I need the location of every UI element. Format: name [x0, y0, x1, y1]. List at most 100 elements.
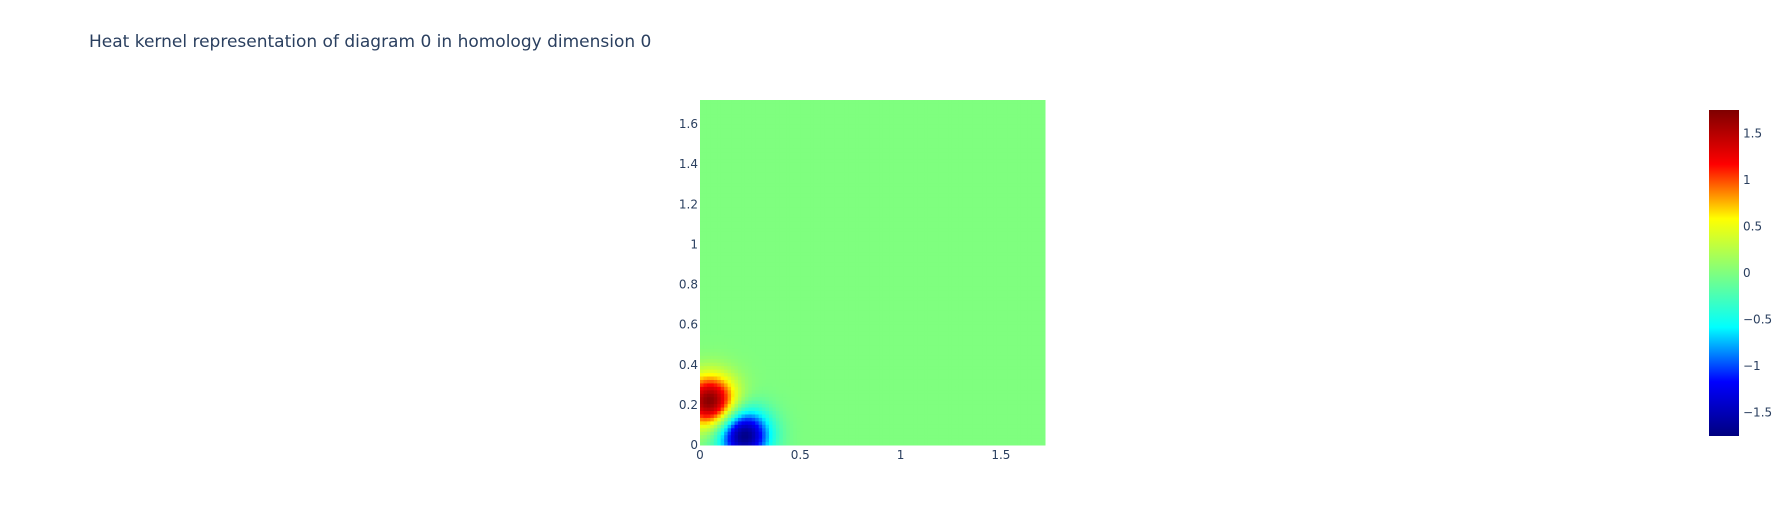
heatmap-cell [969, 341, 974, 346]
heatmap-cell [1000, 393, 1005, 398]
heatmap-cell [1041, 413, 1046, 418]
heatmap-cell [758, 407, 763, 411]
heatmap-cell [831, 434, 836, 439]
heatmap-cell [762, 331, 767, 336]
heatmap-cell [1017, 358, 1022, 363]
heatmap-cell [982, 341, 987, 346]
heatmap-cell [965, 393, 970, 398]
heatmap-cell [962, 365, 967, 370]
heatmap-cell [879, 362, 884, 367]
heatmap-cell [962, 355, 967, 360]
heatmap-cell [938, 317, 942, 322]
heatmap-cell [710, 386, 715, 391]
heatmap-cell [744, 303, 749, 308]
heatmap-cell [910, 369, 915, 374]
heatmap-cell [744, 355, 749, 360]
heatmap-cell [806, 410, 811, 415]
heatmap-cell [831, 293, 836, 298]
heatmap-cell [769, 386, 773, 391]
heatmap-cell [817, 372, 822, 377]
heatmap-cell [1000, 334, 1005, 339]
heatmap-cell [772, 365, 777, 370]
heatmap-cell [920, 413, 925, 418]
heatmap-cell [979, 379, 984, 384]
heatmap-cell [717, 424, 722, 429]
heatmap-cell [751, 431, 756, 436]
heatmap-cell [941, 379, 946, 384]
heatmap-cell [979, 296, 984, 301]
heatmap-cell [772, 334, 777, 339]
heatmap-cell [1003, 334, 1008, 339]
heatmap-cell [910, 282, 915, 287]
heatmap-cell [927, 427, 932, 432]
heatmap-cell [713, 279, 718, 284]
heatmap-cell [820, 293, 825, 298]
heatmap-cell [951, 427, 956, 432]
heatmap-cell [969, 307, 974, 311]
heatmap-cell [976, 327, 980, 332]
heatmap-cell [927, 303, 932, 308]
heatmap-cell [996, 275, 1001, 280]
heatmap-cell [1013, 413, 1018, 418]
heatmap-cell [982, 424, 987, 429]
heatmap-cell [737, 282, 742, 287]
heatmap-cell [900, 365, 905, 370]
heatmap-cell [703, 400, 708, 405]
heatmap-cell [806, 400, 811, 405]
heatmap-cell [810, 389, 815, 394]
heatmap-cell [1013, 324, 1018, 329]
heatmap-cell [962, 376, 967, 380]
heatmap-cell [989, 372, 994, 377]
heatmap-cell [941, 393, 946, 398]
heatmap-cell [889, 396, 894, 401]
heatmap-cell [907, 403, 911, 408]
heatmap-cell [803, 334, 808, 339]
heatmap-cell [789, 427, 794, 432]
heatmap-cell [820, 286, 825, 291]
heatmap-cell [744, 417, 749, 422]
heatmap-cell [1024, 362, 1029, 367]
heatmap-cell [1034, 282, 1039, 287]
heatmap-cell [779, 431, 784, 436]
heatmap-cell [755, 307, 760, 311]
heatmap-cell [820, 317, 825, 322]
heatmap-cell [786, 348, 791, 353]
heatmap-cell [972, 331, 977, 336]
heatmap-cell [944, 355, 949, 360]
heatmap-cell [820, 344, 825, 349]
heatmap-cell [1024, 424, 1029, 429]
heatmap-cell [986, 358, 991, 363]
heatmap-cell [810, 348, 815, 353]
heatmap-cell [789, 379, 794, 384]
heatmap-cell [779, 286, 784, 291]
heatmap-cell [944, 427, 949, 432]
heatmap-cell [865, 396, 870, 401]
heatmap-cell [700, 317, 704, 322]
heatmap-cell [886, 348, 891, 353]
heatmap-cell [882, 441, 887, 446]
heatmap-cell [1031, 417, 1036, 422]
heatmap-cell [765, 303, 770, 308]
heatmap-cell [1031, 320, 1036, 325]
heatmap-cell [944, 324, 949, 329]
heatmap-cell [1038, 282, 1043, 287]
heatmap-cell [834, 296, 839, 301]
heatmap-cell [717, 386, 722, 391]
heatmap-cell [900, 338, 905, 342]
heatmap-cell [1038, 431, 1043, 436]
heatmap-cell [772, 331, 777, 336]
heatmap-cell [741, 341, 746, 346]
heatmap-cell [869, 348, 873, 353]
heatmap-cell [969, 324, 974, 329]
heatmap-cell [938, 296, 942, 301]
heatmap-cell [772, 358, 777, 363]
heatmap-cell [737, 320, 742, 325]
heatmap-cell [948, 424, 953, 429]
heatmap-cell [913, 286, 918, 291]
heatmap-cell [882, 307, 887, 311]
heatmap-cell [737, 341, 742, 346]
heatmap-cell [893, 407, 898, 411]
heatmap-cell [703, 441, 708, 446]
heatmap-cell [972, 438, 977, 443]
heatmap-cell [1027, 410, 1032, 415]
